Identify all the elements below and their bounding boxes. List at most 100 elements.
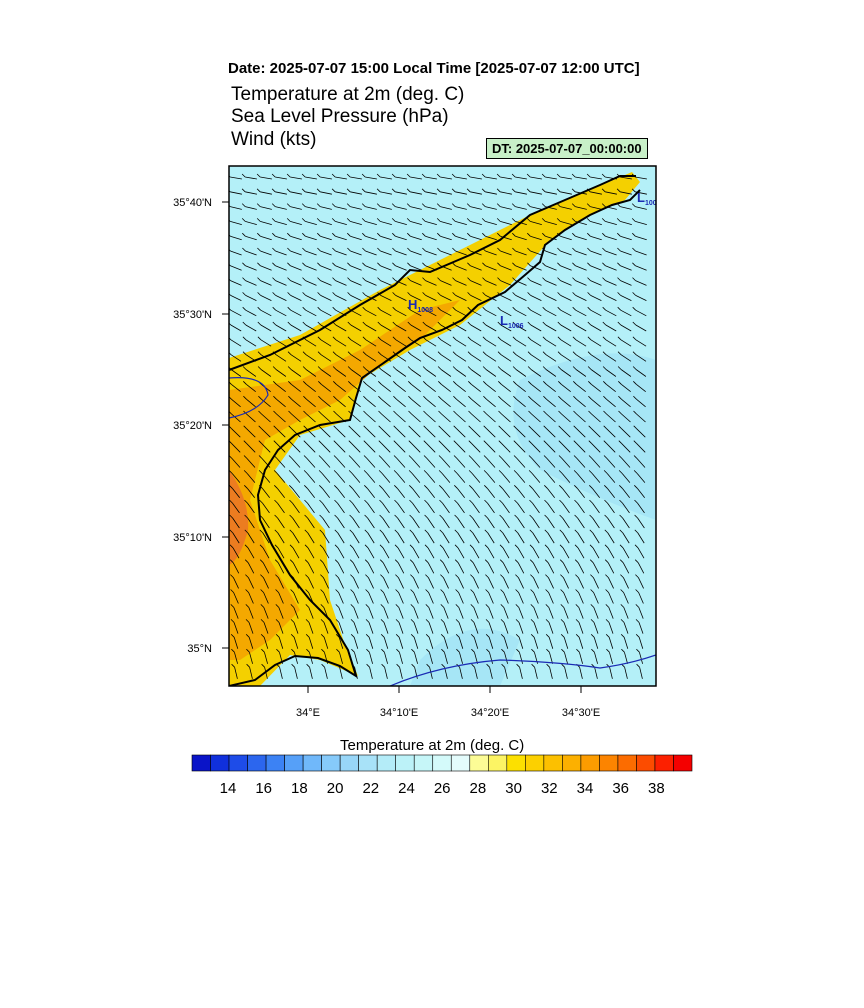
wind-barb-flag: [527, 336, 532, 341]
wind-barb-flag: [527, 366, 532, 370]
wind-barb: [592, 562, 600, 574]
wind-barb: [531, 428, 541, 438]
wind-barb-flag: [348, 470, 353, 474]
wind-barb-flag: [541, 203, 546, 207]
wind-barb: [605, 309, 617, 317]
wind-barb-flag: [439, 544, 444, 549]
wind-barb-flag: [229, 396, 232, 400]
wind-barb-flag: [501, 648, 505, 653]
wind-barb: [245, 369, 257, 377]
wind-barb-flag: [586, 173, 591, 178]
wind-barb: [545, 295, 557, 301]
wind-barb-flag: [316, 218, 321, 222]
wind-barb-flag: [573, 440, 578, 444]
wind-barb-flag: [317, 232, 321, 237]
wind-barb: [246, 383, 256, 393]
wind-barb: [500, 339, 512, 347]
wind-barb: [622, 547, 630, 559]
wind-barb-flag: [452, 292, 456, 296]
wind-barb: [560, 191, 572, 195]
wind-barb-flag: [633, 381, 637, 385]
wind-barb-flag: [529, 499, 533, 504]
wind-barb-flag: [257, 306, 261, 311]
wind-barb-flag: [602, 247, 606, 252]
wind-barb: [233, 637, 239, 649]
wind-barb: [531, 473, 541, 483]
wind-barb-flag: [604, 499, 608, 504]
wind-barb: [320, 176, 332, 180]
wind-barb-flag: [557, 277, 561, 281]
wind-barb-flag: [470, 604, 475, 608]
wind-barb: [621, 413, 631, 423]
wind-barb: [365, 250, 377, 256]
wind-barb: [502, 532, 510, 544]
wind-barb-flag: [260, 634, 265, 638]
wind-barb-flag: [486, 648, 490, 653]
wind-barb: [623, 637, 629, 649]
wind-barb-flag: [452, 232, 456, 237]
wind-barb: [532, 517, 540, 529]
wind-barb-flag: [407, 247, 411, 252]
wind-barb: [636, 488, 646, 498]
wind-barb: [472, 562, 480, 574]
wind-barb: [293, 592, 299, 604]
wind-barb-flag: [632, 351, 637, 355]
wind-barb-flag: [512, 232, 516, 237]
wind-barb: [638, 622, 644, 634]
wind-barb: [621, 383, 631, 393]
wind-barb: [350, 176, 362, 180]
wind-barb-flag: [379, 499, 383, 504]
wind-barb: [637, 502, 645, 514]
wind-barb-flag: [350, 589, 354, 593]
wind-barb-flag: [422, 262, 426, 267]
wind-barb: [564, 652, 568, 664]
wind-barb-flag: [482, 292, 486, 296]
wind-barb: [592, 532, 600, 544]
wind-barb: [532, 547, 540, 559]
wind-barb-flag: [437, 262, 441, 267]
wind-barb: [290, 235, 302, 241]
wind-barb: [350, 221, 362, 225]
wind-barb-flag: [618, 395, 622, 400]
wind-barb: [320, 324, 332, 332]
colorbar-tick: 34: [576, 780, 594, 797]
wind-barb: [500, 235, 512, 241]
wind-barb: [365, 191, 377, 195]
wind-barb: [323, 577, 329, 589]
wind-barb: [531, 458, 541, 468]
wind-barb: [502, 517, 510, 529]
wind-barb-flag: [572, 321, 577, 326]
colorbar-box: [302, 754, 322, 772]
wind-barb-flag: [318, 470, 323, 474]
wind-barb-flag: [617, 351, 622, 355]
wind-barb: [368, 592, 374, 604]
wind-barb: [291, 398, 301, 408]
wind-barb-flag: [242, 366, 247, 370]
wind-barb-flag: [289, 499, 293, 504]
wind-barb: [260, 309, 272, 317]
wind-barb-flag: [575, 574, 579, 578]
wind-barb-flag: [319, 529, 324, 534]
wind-barb: [560, 221, 572, 225]
wind-barb-flag: [230, 574, 234, 578]
wind-barb-flag: [635, 574, 639, 578]
wind-barb-flag: [441, 663, 445, 668]
wind-barb-flag: [482, 232, 486, 237]
wind-barb: [546, 398, 556, 408]
wind-barb-flag: [363, 455, 368, 459]
wind-barb: [471, 458, 481, 468]
wind-barb: [305, 265, 317, 271]
wind-barb-flag: [438, 470, 443, 474]
wind-barb-flag: [258, 440, 263, 444]
wind-barb-flag: [619, 514, 623, 519]
wind-barb-flag: [392, 321, 397, 326]
wind-barb: [440, 295, 452, 301]
wind-barb: [530, 191, 542, 195]
wind-barb: [545, 339, 557, 347]
wind-barb: [456, 398, 466, 408]
lat-label: 35°40'N: [173, 197, 212, 209]
wind-barb: [636, 443, 646, 453]
wind-barb: [395, 221, 407, 225]
wind-barb-flag: [407, 321, 412, 326]
wind-barb-flag: [256, 173, 261, 178]
